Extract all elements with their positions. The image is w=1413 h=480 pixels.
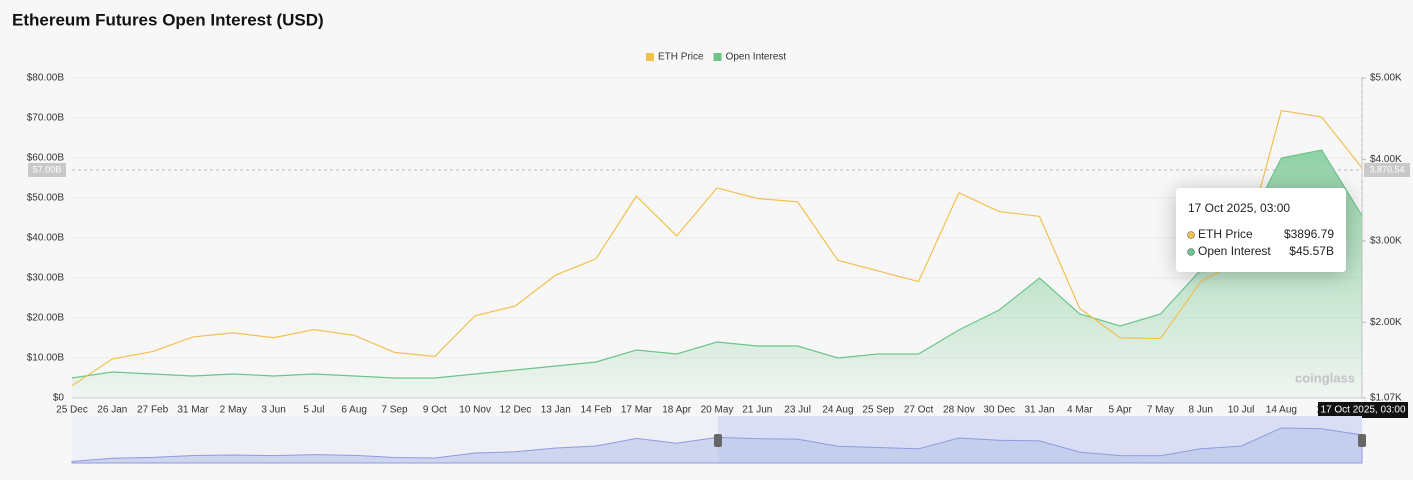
- crosshair-x-box: [1318, 402, 1408, 418]
- x-tick-label: 3 Jun: [261, 405, 285, 416]
- navigator-handle[interactable]: [1358, 434, 1366, 447]
- x-tick-label: 17 Mar: [621, 405, 653, 416]
- line: [71, 109, 1363, 387]
- x-tick-label: 5 Jul: [303, 405, 324, 416]
- legend-label: ETH Price: [658, 52, 704, 63]
- crosshair-y-box: [28, 163, 66, 177]
- x-tick-label: 25 Dec: [56, 405, 88, 416]
- crosshair-x-label: 17 Oct 2025, 03:00: [1320, 405, 1406, 416]
- x-tick-label: 14 Aug: [1266, 405, 1297, 416]
- x-tick-label: 21 Jun: [742, 405, 772, 416]
- y-tick-label: $60.00B: [27, 153, 65, 164]
- x-tick-label: 31 Jan: [1024, 405, 1054, 416]
- y-tick-label: $80.00B: [27, 73, 65, 84]
- x-tick-label: 8 Jun: [1189, 405, 1213, 416]
- x-tick-label: 14 Feb: [580, 405, 612, 416]
- x-tick-label: 12 Dec: [500, 405, 532, 416]
- y-tick-label: $0: [53, 393, 65, 404]
- y-tick-label: $70.00B: [27, 113, 65, 124]
- chart-title: Ethereum Futures Open Interest (USD): [12, 10, 324, 29]
- tooltip-marker: [1187, 248, 1195, 256]
- x-tick-label: 27 Feb: [137, 405, 169, 416]
- watermark: coinglass: [1295, 370, 1355, 385]
- x-tick-label: 7 Sep: [381, 405, 408, 416]
- x-tick-label: 30 Dec: [983, 405, 1015, 416]
- tooltip-name: ETH Price: [1198, 227, 1253, 241]
- y-tick-label: $30.00B: [27, 273, 65, 284]
- y-tick-label: $20.00B: [27, 313, 65, 324]
- y-tick-label: $10.00B: [27, 353, 65, 364]
- tooltip-value: $3896.79: [1284, 227, 1334, 241]
- x-tick-label: 9 Oct: [423, 405, 447, 416]
- x-tick-label: 18 Apr: [662, 405, 692, 416]
- area-line: [71, 149, 1363, 379]
- x-tick-label: 10 Nov: [459, 405, 491, 416]
- y2-tick-label: $5.00K: [1370, 73, 1402, 84]
- y2-tick-label: $1.07K: [1370, 393, 1402, 404]
- x-tick-label: 2 May: [220, 405, 247, 416]
- x-tick-label: 24 Aug: [822, 405, 853, 416]
- x-tick-label: 4 Mar: [1067, 405, 1093, 416]
- y-tick-label: $40.00B: [27, 233, 65, 244]
- x-tick-label: 26 Jan: [97, 405, 127, 416]
- navigator-handle[interactable]: [714, 434, 722, 447]
- area-fill: [72, 150, 1362, 398]
- x-tick-label: 6 Aug: [341, 405, 367, 416]
- x-tick-label: 28 Nov: [943, 405, 975, 416]
- tooltip-name: Open Interest: [1198, 244, 1271, 258]
- x-tick-label: 5 Apr: [1108, 405, 1132, 416]
- x-tick-label: 13 Jan: [541, 405, 571, 416]
- x-tick-label: 23 Jul: [784, 405, 811, 416]
- y-tick-label: $50.00B: [27, 193, 65, 204]
- x-tick-label: 7 May: [1147, 405, 1174, 416]
- tooltip-value: $45.57B: [1289, 244, 1334, 258]
- crosshair-y2-label: 3,870.54: [1369, 164, 1404, 174]
- x-tick-label: 27 Oct: [904, 405, 934, 416]
- tooltip-box: [1176, 188, 1346, 272]
- tooltip-title: 17 Oct 2025, 03:00: [1188, 201, 1290, 215]
- y2-tick-label: $2.00K: [1370, 317, 1402, 328]
- x-tick-label: 31 Mar: [177, 405, 209, 416]
- legend-label: Open Interest: [726, 52, 787, 63]
- y2-tick-label: $3.00K: [1370, 235, 1402, 246]
- x-tick-label: 10 Jul: [1228, 405, 1255, 416]
- legend-swatch: [713, 53, 722, 61]
- x-tick-label: 25 Sep: [862, 405, 894, 416]
- legend-swatch: [646, 53, 654, 61]
- x-tick-label: 20 May: [701, 405, 734, 416]
- crosshair-y2-box: [1364, 162, 1410, 177]
- tooltip-marker: [1187, 231, 1195, 239]
- y2-tick-label: $4.00K: [1370, 154, 1402, 165]
- crosshair-y-label: 57.00B: [33, 164, 62, 174]
